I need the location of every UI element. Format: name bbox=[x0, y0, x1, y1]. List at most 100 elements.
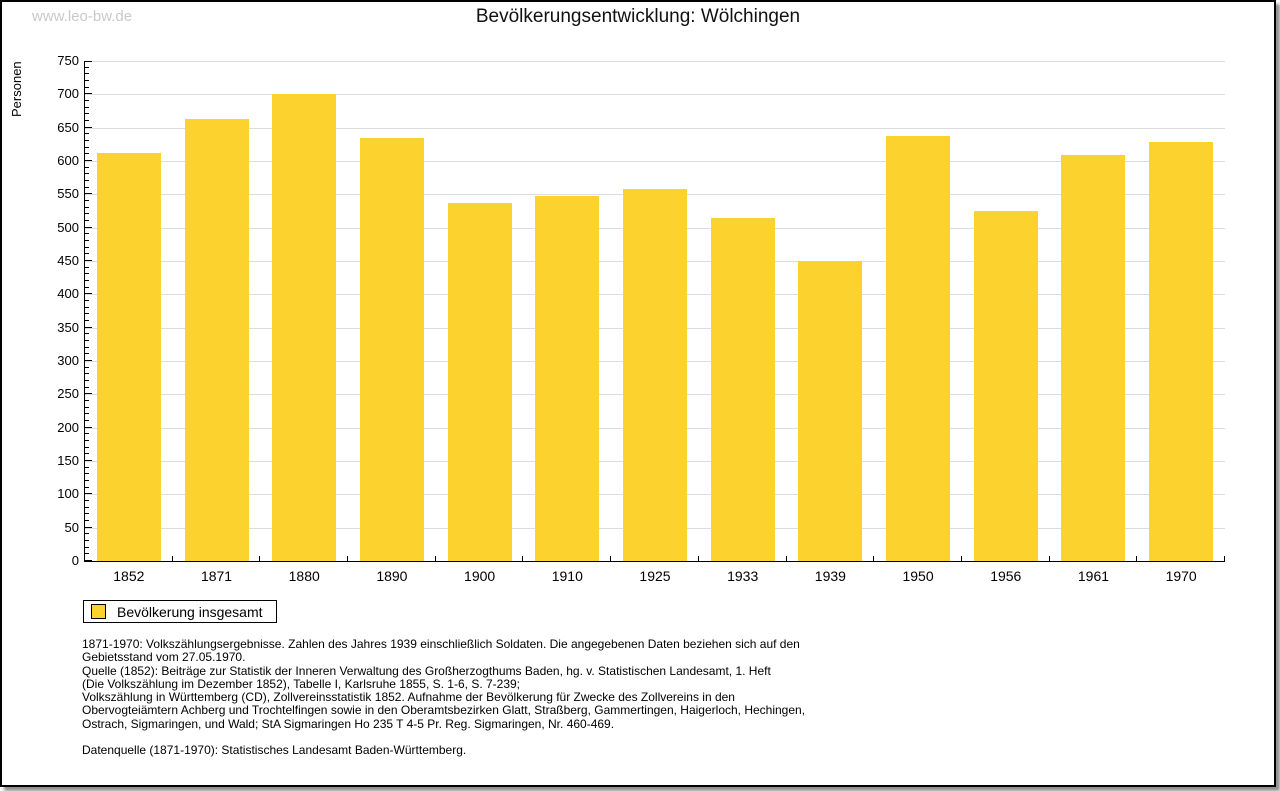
bar-1871 bbox=[184, 119, 249, 561]
gridline bbox=[85, 94, 1225, 96]
y-axis-tick-label: 300 bbox=[57, 353, 79, 368]
footnote-line: Obervogteiämtern Achberg und Trochtelfin… bbox=[82, 703, 806, 718]
y-axis-tick-label: 550 bbox=[57, 186, 79, 202]
y-minor-tick bbox=[85, 140, 89, 141]
legend-label: Bevölkerung insgesamt bbox=[117, 603, 263, 620]
bar-1933 bbox=[710, 218, 775, 561]
x-tick bbox=[1224, 556, 1225, 561]
y-axis-tick-label: 350 bbox=[57, 319, 79, 335]
y-minor-tick bbox=[85, 453, 89, 455]
y-minor-tick bbox=[85, 186, 89, 188]
bar-1961 bbox=[1061, 155, 1126, 561]
y-minor-tick bbox=[85, 353, 89, 355]
x-axis-tick-label: 1956 bbox=[990, 568, 1022, 584]
y-minor-tick bbox=[85, 180, 89, 181]
y-minor-tick bbox=[85, 266, 89, 268]
y-axis-tick-label: 450 bbox=[57, 253, 79, 268]
y-minor-tick bbox=[85, 373, 89, 375]
y-minor-tick bbox=[85, 480, 89, 481]
y-minor-tick bbox=[85, 533, 89, 535]
y-minor-tick bbox=[85, 500, 89, 501]
footnote-line: 1871-1970: Volkszählungsergebnisse. Zahl… bbox=[82, 637, 800, 651]
x-axis-tick-label: 1890 bbox=[376, 568, 408, 584]
y-axis-tick-label: 750 bbox=[57, 53, 79, 68]
y-minor-tick bbox=[85, 386, 89, 388]
x-axis-tick-label: 1852 bbox=[113, 568, 145, 584]
y-major-tick bbox=[85, 260, 92, 261]
y-minor-tick bbox=[85, 333, 89, 335]
y-minor-tick bbox=[85, 66, 89, 68]
y-major-tick bbox=[85, 560, 92, 561]
y-minor-tick bbox=[85, 400, 89, 401]
y-minor-tick bbox=[85, 433, 89, 435]
y-major-tick bbox=[85, 426, 92, 428]
x-axis-tick-label: 1925 bbox=[639, 568, 671, 584]
y-minor-tick bbox=[85, 346, 89, 348]
y-major-tick bbox=[85, 460, 92, 461]
bar-1852 bbox=[96, 153, 161, 561]
y-minor-tick bbox=[85, 133, 89, 135]
y-major-tick bbox=[85, 93, 92, 95]
bar-1925 bbox=[623, 189, 687, 561]
y-minor-tick bbox=[85, 253, 89, 255]
y-major-tick bbox=[85, 393, 92, 395]
y-minor-tick bbox=[85, 80, 89, 81]
x-tick bbox=[610, 556, 612, 561]
x-tick bbox=[259, 556, 261, 561]
x-axis-tick-label: 1970 bbox=[1165, 568, 1197, 584]
y-major-tick bbox=[85, 160, 92, 161]
y-major-tick bbox=[85, 526, 92, 528]
y-minor-tick bbox=[85, 520, 89, 521]
bar-1880 bbox=[272, 94, 337, 561]
y-minor-tick bbox=[85, 380, 89, 381]
y-minor-tick bbox=[85, 206, 89, 208]
x-tick bbox=[434, 556, 436, 561]
x-axis-tick-label: 1871 bbox=[200, 568, 233, 584]
y-minor-tick bbox=[85, 166, 89, 168]
chart-footnote: 1871-1970: Volkszählungsergebnisse. Zahl… bbox=[82, 637, 806, 758]
footnote-line: Gebietsstand vom 27.05.1970. bbox=[82, 650, 246, 665]
x-axis-tick-label: 1910 bbox=[551, 568, 583, 584]
x-tick bbox=[347, 556, 349, 561]
footnote-line: (Die Volkszählung im Dezember 1852), Tab… bbox=[82, 676, 521, 691]
bar-1939 bbox=[798, 261, 863, 561]
gridline bbox=[85, 161, 1225, 162]
y-axis-tick-label: 100 bbox=[57, 486, 79, 502]
y-major-tick bbox=[85, 326, 92, 328]
bar-1970 bbox=[1149, 142, 1214, 561]
y-axis-tick-label: 400 bbox=[57, 286, 79, 302]
y-axis-tick-label: 650 bbox=[57, 119, 79, 135]
y-minor-tick bbox=[85, 240, 89, 241]
bar-1900 bbox=[447, 203, 512, 561]
y-minor-tick bbox=[85, 280, 89, 281]
y-minor-tick bbox=[85, 106, 89, 108]
x-axis-tick-label: 1939 bbox=[814, 568, 846, 584]
gridline bbox=[85, 127, 1225, 129]
y-minor-tick bbox=[85, 200, 89, 201]
y-axis-tick-label: 500 bbox=[57, 219, 79, 235]
y-minor-tick bbox=[85, 440, 89, 441]
y-minor-tick bbox=[85, 506, 89, 508]
y-minor-tick bbox=[85, 340, 89, 341]
y-minor-tick bbox=[85, 473, 89, 475]
y-minor-tick bbox=[85, 173, 89, 175]
footnote-line: Quelle (1852): Beiträge zur Statistik de… bbox=[82, 663, 771, 678]
x-axis-tick-label: 1961 bbox=[1077, 568, 1110, 584]
y-axis-tick-label: 600 bbox=[57, 153, 79, 168]
footnote-line: Volkszählung in Württemberg (CD), Zollve… bbox=[82, 690, 735, 705]
y-minor-tick bbox=[85, 553, 89, 555]
chart-title: Bevölkerungsentwicklung: Wölchingen bbox=[475, 6, 801, 27]
x-tick bbox=[1136, 556, 1138, 561]
y-axis-tick-label: 150 bbox=[57, 453, 79, 468]
y-major-tick bbox=[85, 360, 92, 361]
y-minor-tick bbox=[85, 246, 89, 248]
x-tick bbox=[171, 556, 173, 561]
footnote-line: Ostrach, Sigmaringen, und Wald; StA Sigm… bbox=[82, 716, 615, 731]
y-major-tick bbox=[85, 293, 92, 295]
y-minor-tick bbox=[85, 113, 89, 115]
bar-1910 bbox=[535, 195, 600, 561]
y-minor-tick bbox=[85, 366, 89, 368]
y-minor-tick bbox=[85, 313, 89, 315]
